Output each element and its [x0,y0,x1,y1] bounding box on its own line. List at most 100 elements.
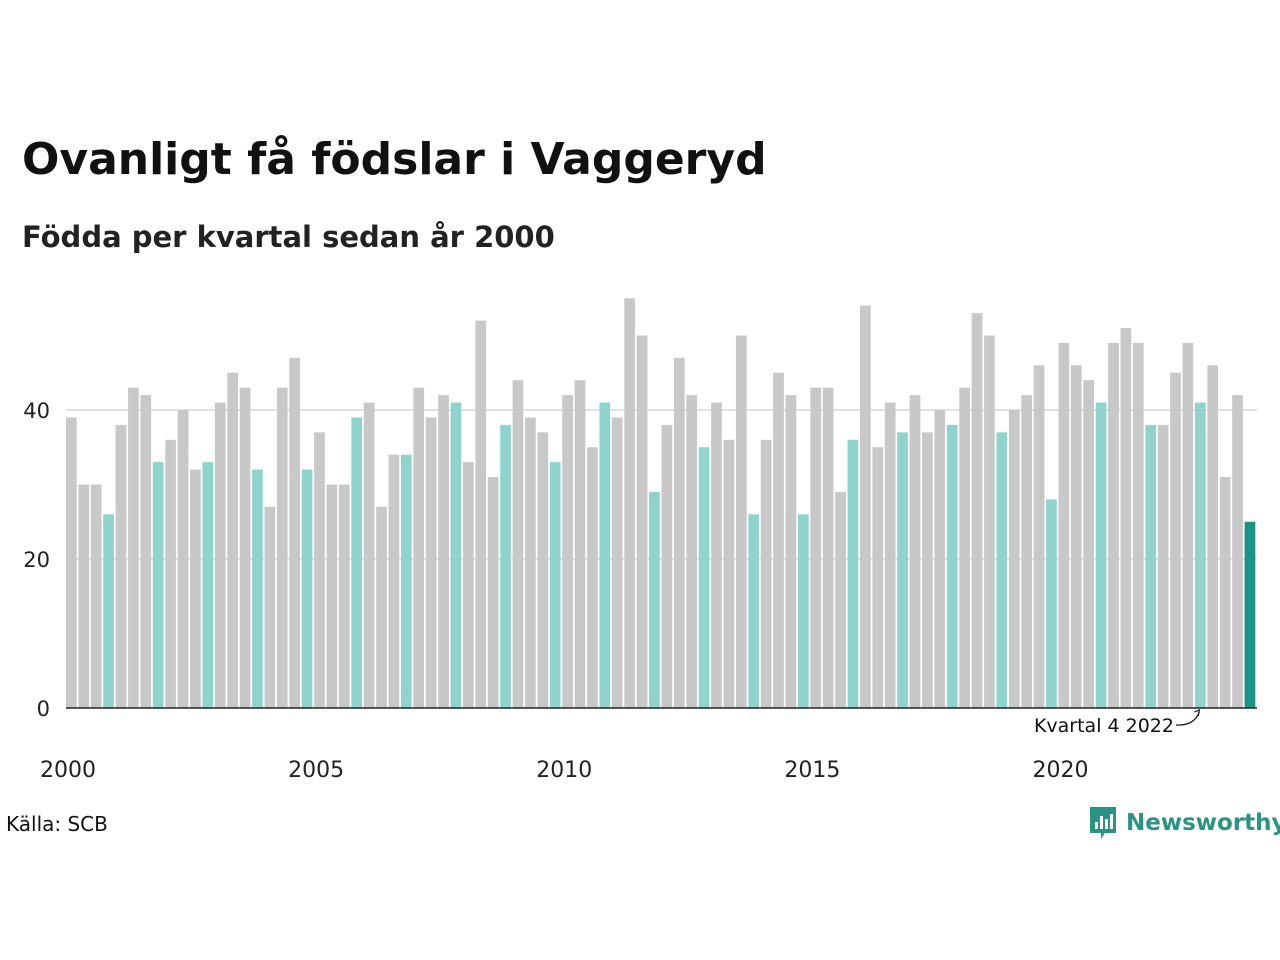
bar [673,357,685,708]
bar [103,514,114,708]
bar [264,506,276,708]
bar [835,491,846,708]
bar [351,417,363,708]
bar [649,491,660,708]
bar [128,387,139,708]
bar [326,484,338,708]
x-axis: 2000 2005 2010 2015 2020 [40,707,1257,783]
annotation: Kvartal 4 2022 [1034,709,1201,737]
y-tick-label: 0 [37,697,50,721]
bar [438,395,449,708]
bar [301,469,313,708]
bar [475,320,487,708]
bar [872,447,884,708]
bar [276,387,288,708]
bar [686,395,698,708]
bar [984,335,995,708]
brand-logo: Newsworthy [1088,803,1280,843]
x-tick-label: 2010 [536,758,592,783]
brand-name: Newsworthy [1126,810,1280,836]
bar [959,387,970,708]
bar [227,372,238,708]
bar [90,484,102,708]
bar [463,462,474,708]
annotation-label: Kvartal 4 2022 [1034,715,1174,737]
bar [177,410,189,708]
bar [1132,342,1144,708]
bar [773,372,784,708]
bar [934,410,946,708]
bar [388,454,400,708]
chart-title: Ovanligt få födslar i Vaggeryd [22,134,767,185]
bar [239,387,251,708]
bar [1046,499,1057,708]
bar [450,402,462,708]
bar [1170,372,1181,708]
bar [847,439,859,708]
bar [152,462,164,708]
source-note: Källa: SCB [6,812,108,836]
bar [1033,365,1045,708]
bar [1244,521,1256,708]
bar [78,484,90,708]
bar [636,335,648,708]
bar [314,432,325,708]
bar [376,506,387,708]
y-tick-label: 40 [23,399,50,423]
bar [860,305,871,708]
bar [140,395,152,708]
bar [500,424,511,708]
bar [797,514,809,708]
bar [1083,380,1095,708]
y-tick-label: 20 [23,548,50,572]
bar [748,514,760,708]
bar [1145,424,1157,708]
bar [624,298,635,708]
bar [735,335,747,708]
bar [574,380,586,708]
bar [363,402,375,708]
bar [537,432,549,708]
bar [661,424,673,708]
bar [165,439,176,708]
y-axis: 0 20 40 [23,399,50,721]
chart-subtitle: Födda per kvartal sedan år 2000 [22,220,555,254]
bar [996,432,1008,708]
bar [922,432,933,708]
bar [1108,342,1119,708]
x-tick-label: 2020 [1033,758,1089,783]
bar [611,417,623,708]
bar [1058,342,1070,708]
bar [549,462,561,708]
bar [1095,402,1107,708]
bar [1070,365,1082,708]
bar [202,462,214,708]
annotation-arrow [1175,711,1200,726]
bar [1232,395,1243,708]
bar [512,380,524,708]
bar [66,417,77,708]
bar [413,387,425,708]
bar [562,395,573,708]
bar [946,424,958,708]
bar [971,313,983,708]
bar [1207,365,1219,708]
bar [425,417,437,708]
bar [338,484,350,708]
bar [1182,342,1194,708]
x-tick-label: 2015 [784,758,840,783]
bar [525,417,536,708]
bar [698,447,710,708]
bar [1021,395,1032,708]
bar [400,454,412,708]
bar [214,402,226,708]
newsworthy-logo-icon [1090,807,1116,839]
bar-series [66,298,1256,708]
bar [587,447,598,708]
bar [909,395,921,708]
x-tick-label: 2000 [40,758,96,783]
bar [711,402,722,708]
x-tick-label: 2005 [288,758,344,783]
bar [289,357,301,708]
bar [785,395,797,708]
